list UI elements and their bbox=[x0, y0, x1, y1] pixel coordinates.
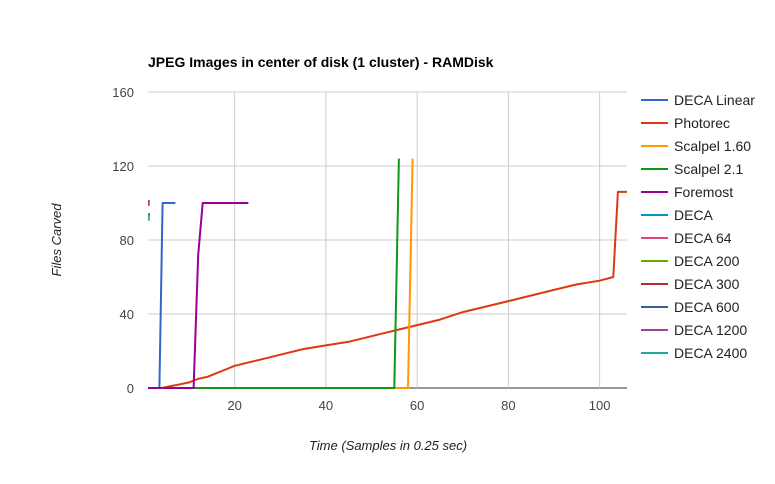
legend-label: DECA 2400 bbox=[674, 345, 747, 361]
legend-label: DECA 64 bbox=[674, 230, 732, 246]
legend-item: DECA 64 bbox=[641, 230, 732, 246]
legend-item: DECA 2400 bbox=[641, 345, 747, 361]
y-tick-label: 160 bbox=[112, 85, 134, 100]
legend-label: Scalpel 2.1 bbox=[674, 161, 743, 177]
y-tick-label: 40 bbox=[120, 307, 134, 322]
series-line-photorec bbox=[148, 190, 627, 389]
legend-label: DECA 1200 bbox=[674, 322, 747, 338]
legend-item: DECA Linear bbox=[641, 92, 755, 108]
legend-item: DECA 300 bbox=[641, 276, 740, 292]
x-axis-label: Time (Samples in 0.25 sec) bbox=[309, 438, 467, 453]
y-axis-label: Files Carved bbox=[49, 203, 64, 277]
legend-item: DECA bbox=[641, 207, 714, 223]
legend-item: Photorec bbox=[641, 115, 730, 131]
series-lines bbox=[148, 158, 627, 389]
grid bbox=[148, 91, 627, 389]
legend-item: Foremost bbox=[641, 184, 733, 200]
legend-label: DECA 200 bbox=[674, 253, 740, 269]
legend-label: DECA 600 bbox=[674, 299, 740, 315]
y-tick-label: 120 bbox=[112, 159, 134, 174]
legend-label: DECA 300 bbox=[674, 276, 740, 292]
legend-item: DECA 1200 bbox=[641, 322, 747, 338]
series-line-scalpel-1-60 bbox=[148, 158, 414, 389]
x-tick-label: 40 bbox=[319, 398, 333, 413]
y-tick-label: 0 bbox=[127, 381, 134, 396]
legend-label: DECA Linear bbox=[674, 92, 755, 108]
series-line-foremost bbox=[148, 202, 249, 389]
legend-item: Scalpel 1.60 bbox=[641, 138, 751, 154]
legend-label: Photorec bbox=[674, 115, 730, 131]
legend-label: Scalpel 1.60 bbox=[674, 138, 751, 154]
legend-label: Foremost bbox=[674, 184, 733, 200]
legend-item: DECA 200 bbox=[641, 253, 740, 269]
x-tick-label: 60 bbox=[410, 398, 424, 413]
x-tick-label: 80 bbox=[501, 398, 515, 413]
x-tick-label: 100 bbox=[589, 398, 611, 413]
tick-labels: 0 40 80 120 160 20 40 60 80 100 bbox=[112, 85, 610, 413]
legend-label: DECA bbox=[674, 207, 714, 223]
series-line-scalpel-2-1 bbox=[148, 158, 400, 389]
chart-title: JPEG Images in center of disk (1 cluster… bbox=[148, 54, 494, 70]
legend-item: Scalpel 2.1 bbox=[641, 161, 743, 177]
series-line-deca-linear bbox=[148, 202, 176, 389]
y-tick-label: 80 bbox=[120, 233, 134, 248]
legend: DECA Linear Photorec Scalpel 1.60 Scalpel 2… bbox=[641, 92, 755, 361]
x-tick-label: 20 bbox=[227, 398, 241, 413]
legend-item: DECA 600 bbox=[641, 299, 740, 315]
